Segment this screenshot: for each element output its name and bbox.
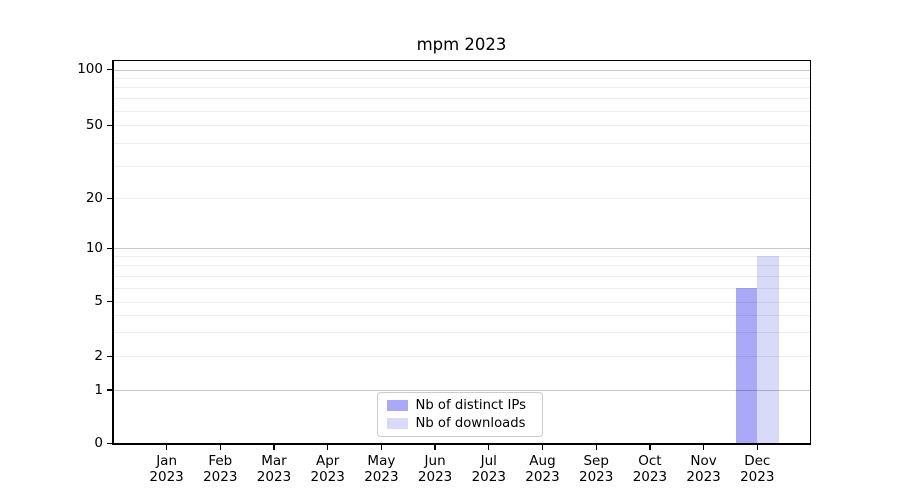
- x-tick: [434, 444, 436, 450]
- legend-swatch-distinct-ips-icon: [386, 400, 408, 411]
- y-tick-label: 5: [94, 293, 103, 310]
- x-tick-label: Aug 2023: [525, 452, 560, 486]
- gridline-minor: [113, 143, 810, 144]
- gridline-major: [113, 69, 810, 71]
- x-tick-label: Nov 2023: [686, 452, 721, 486]
- x-tick: [327, 444, 329, 450]
- legend-item-distinct-ips: Nb of distinct IPs: [386, 397, 534, 415]
- x-tick-label: Mar 2023: [256, 452, 292, 486]
- legend-label-downloads: Nb of downloads: [415, 416, 526, 431]
- axis-spine-top: [112, 60, 812, 62]
- axis-spine-bottom: [112, 443, 812, 445]
- x-tick: [380, 444, 383, 450]
- x-tick: [488, 444, 490, 450]
- x-tick: [541, 444, 544, 450]
- gridline-minor: [113, 356, 810, 358]
- y-tick: [106, 68, 113, 71]
- gridline-minor: [113, 314, 810, 316]
- gridline-major: [113, 248, 810, 250]
- chart-title: mpm 2023: [416, 35, 507, 54]
- bar-downloads: [757, 256, 779, 444]
- y-tick: [106, 247, 113, 249]
- y-tick: [106, 124, 113, 126]
- legend-item-downloads: Nb of downloads: [386, 415, 534, 433]
- y-tick-label: 10: [85, 239, 103, 256]
- gridline-minor: [113, 332, 810, 334]
- x-tick: [595, 444, 597, 450]
- x-tick-label: Feb 2023: [203, 452, 238, 486]
- x-tick: [273, 444, 275, 450]
- plot-area: [113, 61, 810, 444]
- x-tick: [165, 444, 168, 450]
- gridline-minor: [113, 165, 810, 167]
- x-tick-label: May 2023: [364, 452, 399, 486]
- y-tick-label: 1: [94, 381, 103, 398]
- gridline-minor: [113, 78, 810, 80]
- legend-label-distinct-ips: Nb of distinct IPs: [415, 398, 527, 413]
- gridline-minor: [113, 125, 810, 127]
- y-tick-label: 50: [85, 116, 103, 133]
- x-tick-label: Apr 2023: [310, 452, 345, 486]
- legend-swatch-downloads-icon: [386, 418, 408, 429]
- axis-spine-left: [112, 60, 114, 445]
- x-tick-label: Dec 2023: [740, 452, 775, 486]
- gridline-minor: [113, 87, 810, 89]
- gridline-minor: [113, 98, 810, 100]
- bar-distinct-ips: [735, 287, 758, 444]
- y-tick-label: 2: [94, 347, 103, 364]
- gridline-minor: [113, 198, 810, 200]
- gridline-minor: [113, 256, 810, 258]
- y-tick: [106, 389, 113, 391]
- gridline-minor: [113, 287, 810, 289]
- gridline-minor: [113, 265, 810, 267]
- y-tick: [106, 301, 113, 303]
- y-tick: [106, 442, 113, 444]
- y-tick: [106, 355, 113, 357]
- y-tick-label: 20: [85, 189, 103, 206]
- x-tick: [756, 444, 758, 450]
- gridline-major: [113, 390, 810, 391]
- y-tick-label: 100: [77, 61, 103, 78]
- x-tick: [702, 444, 705, 450]
- x-tick-label: Oct 2023: [632, 452, 668, 486]
- gridline-minor: [113, 301, 810, 303]
- y-tick: [106, 197, 113, 199]
- x-tick-label: Jul 2023: [471, 452, 506, 486]
- gridline-minor: [113, 110, 810, 112]
- x-tick-label: Jun 2023: [417, 452, 453, 486]
- x-tick-label: Jan 2023: [149, 452, 184, 486]
- axis-spine-right: [810, 60, 812, 445]
- x-tick: [649, 444, 651, 450]
- x-tick-label: Sep 2023: [579, 452, 614, 486]
- x-tick: [219, 444, 221, 450]
- y-tick-label: 0: [94, 434, 103, 451]
- legend: Nb of distinct IPs Nb of downloads: [376, 391, 543, 437]
- gridline-minor: [113, 275, 810, 277]
